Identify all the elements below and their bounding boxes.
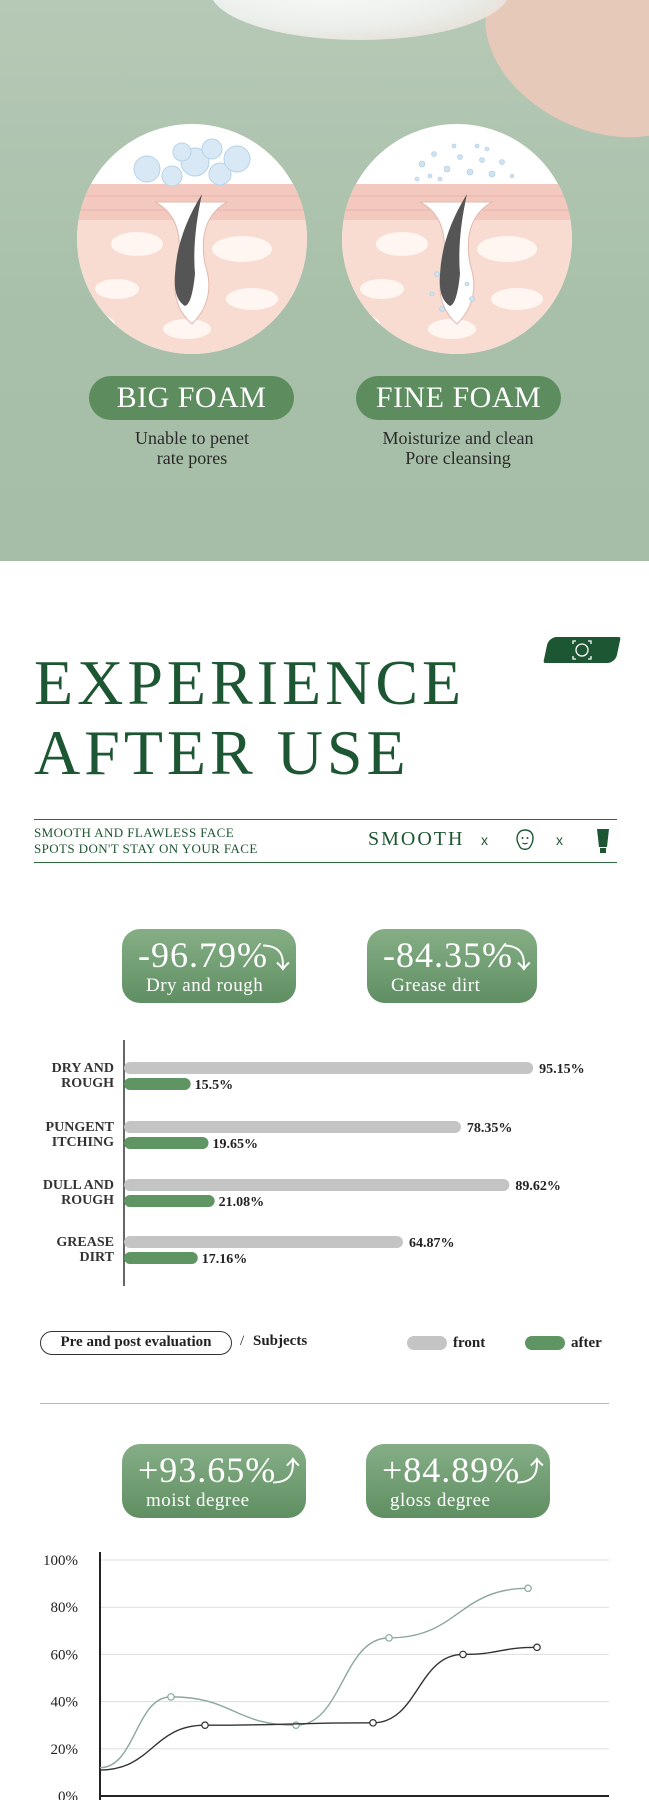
bar-after (124, 1252, 198, 1264)
legend-after-swatch (525, 1336, 565, 1350)
experience-title-line2: AFTER USE (34, 717, 410, 788)
bar-after-label: 15.5% (195, 1078, 234, 1093)
cleanser-tube-icon (596, 828, 610, 859)
section-divider (40, 1403, 609, 1404)
line-point (524, 1584, 532, 1593)
line-chart-y-tick: 100% (43, 1553, 78, 1569)
line-chart: 0% 20% 40% 60% 80% 100% (43, 1552, 609, 1800)
fine-foam-caption-line1: Moisturize and clean (382, 428, 534, 448)
stat-grease-dirt-value: -84.35% (383, 935, 513, 975)
smooth-label: SMOOTH (368, 828, 465, 850)
bar-front-label: 89.62% (515, 1179, 561, 1194)
hero-section: BIG FOAM FINE FOAM Unable to penet rate … (0, 0, 649, 561)
line-chart-y-tick: 60% (51, 1647, 79, 1663)
line-chart-y-tick: 20% (51, 1742, 79, 1758)
times-symbol-2: x (556, 832, 563, 848)
bar-after-label: 17.16% (202, 1252, 248, 1267)
bar-after-label: 19.65% (212, 1137, 258, 1152)
fine-foam-caption: Moisturize and clean Pore cleansing (343, 428, 573, 468)
stat-dry-rough-label: Dry and rough (146, 975, 264, 996)
bar-after (124, 1195, 215, 1207)
subtitle-rule-bottom (34, 862, 617, 863)
line-chart-y-tick: 80% (51, 1600, 79, 1616)
stat-gloss-degree: +84.89% gloss degree ⤴ (366, 1444, 550, 1518)
bar-front (124, 1236, 403, 1248)
line-point (459, 1650, 467, 1659)
big-foam-caption-line1: Unable to penet (135, 428, 249, 448)
face-badge (543, 637, 621, 663)
bar-category-label: ROUGH (61, 1193, 114, 1208)
line-point (385, 1634, 393, 1642)
bar-front-label: 95.15% (539, 1062, 585, 1077)
legend-front-label: front (453, 1335, 486, 1351)
stat-dry-rough: -96.79% Dry and rough ⤵ (122, 929, 296, 1003)
line-chart-y-tick: 40% (51, 1695, 79, 1711)
stat-moist-value: +93.65% (138, 1450, 277, 1490)
line-point (533, 1643, 541, 1652)
stat-gloss-label: gloss degree (390, 1490, 491, 1511)
line-point (201, 1721, 209, 1730)
bar-category-label: ITCHING (52, 1135, 114, 1150)
line-point (167, 1693, 175, 1701)
bar-category-label: GREASE (56, 1235, 114, 1250)
big-foam-caption-line2: rate pores (156, 448, 228, 468)
bar-after (124, 1078, 191, 1090)
big-foam-label: BIG FOAM (89, 376, 294, 420)
line-series (99, 1646, 538, 1771)
big-foam-illustration (77, 124, 307, 354)
fine-foam-caption-line2: Pore cleansing (405, 448, 511, 468)
arrow-down-icon: ⤵ (262, 942, 291, 975)
stat-dry-rough-value: -96.79% (138, 935, 268, 975)
line-chart-y-tick: 0% (58, 1789, 78, 1800)
line-series (99, 1587, 529, 1769)
evaluation-label: Pre and post evaluation (40, 1331, 232, 1355)
arrow-up-icon: ⤴ (272, 1455, 301, 1488)
stat-gloss-value: +84.89% (382, 1450, 521, 1490)
times-symbol: x (481, 832, 488, 848)
subtitle-line2: SPOTS DON'T STAY ON YOUR FACE (34, 841, 258, 856)
legend-front-swatch (407, 1336, 447, 1350)
bar-category-label: DIRT (79, 1250, 114, 1265)
big-foam-caption: Unable to penet rate pores (77, 428, 307, 468)
bar-front-label: 64.87% (409, 1236, 455, 1251)
bar-category-label: PUNGENT (46, 1120, 115, 1135)
fine-foam-label: FINE FOAM (356, 376, 561, 420)
subtitle-rule-top (34, 819, 617, 820)
line-point (292, 1721, 300, 1730)
bar-front (124, 1062, 534, 1074)
foam-hand-image (210, 0, 510, 40)
bar-after-label: 21.08% (219, 1195, 264, 1210)
bar-after (124, 1137, 209, 1149)
stat-grease-dirt: -84.35% Grease dirt ⤵ (367, 929, 537, 1003)
face-scan-icon (572, 640, 592, 660)
bar-category-label: DULL AND (43, 1178, 114, 1193)
line-point (369, 1719, 377, 1727)
stat-moist-degree: +93.65% moist degree ⤴ (122, 1444, 306, 1518)
face-outline-icon (513, 828, 537, 857)
bar-chart: DRY ANDROUGH95.15%15.5%PUNGENTITCHING78.… (43, 1040, 585, 1286)
bar-front (124, 1121, 461, 1133)
subtitle-line1: SMOOTH AND FLAWLESS FACE (34, 825, 235, 840)
bar-front-label: 78.35% (467, 1121, 513, 1136)
stat-moist-label: moist degree (146, 1490, 250, 1511)
arrow-down-icon: ⤵ (503, 942, 532, 975)
bar-category-label: DRY AND (52, 1061, 114, 1076)
legend-separator: / (240, 1333, 245, 1349)
subjects-label: Subjects (253, 1333, 308, 1349)
bar-front (124, 1179, 510, 1191)
bar-category-label: ROUGH (61, 1076, 114, 1091)
legend-after-label: after (571, 1335, 602, 1351)
stat-grease-dirt-label: Grease dirt (391, 975, 481, 996)
arrow-up-icon: ⤴ (516, 1455, 545, 1488)
experience-title-line1: EXPERIENCE (34, 647, 466, 718)
fine-foam-illustration (342, 124, 572, 354)
